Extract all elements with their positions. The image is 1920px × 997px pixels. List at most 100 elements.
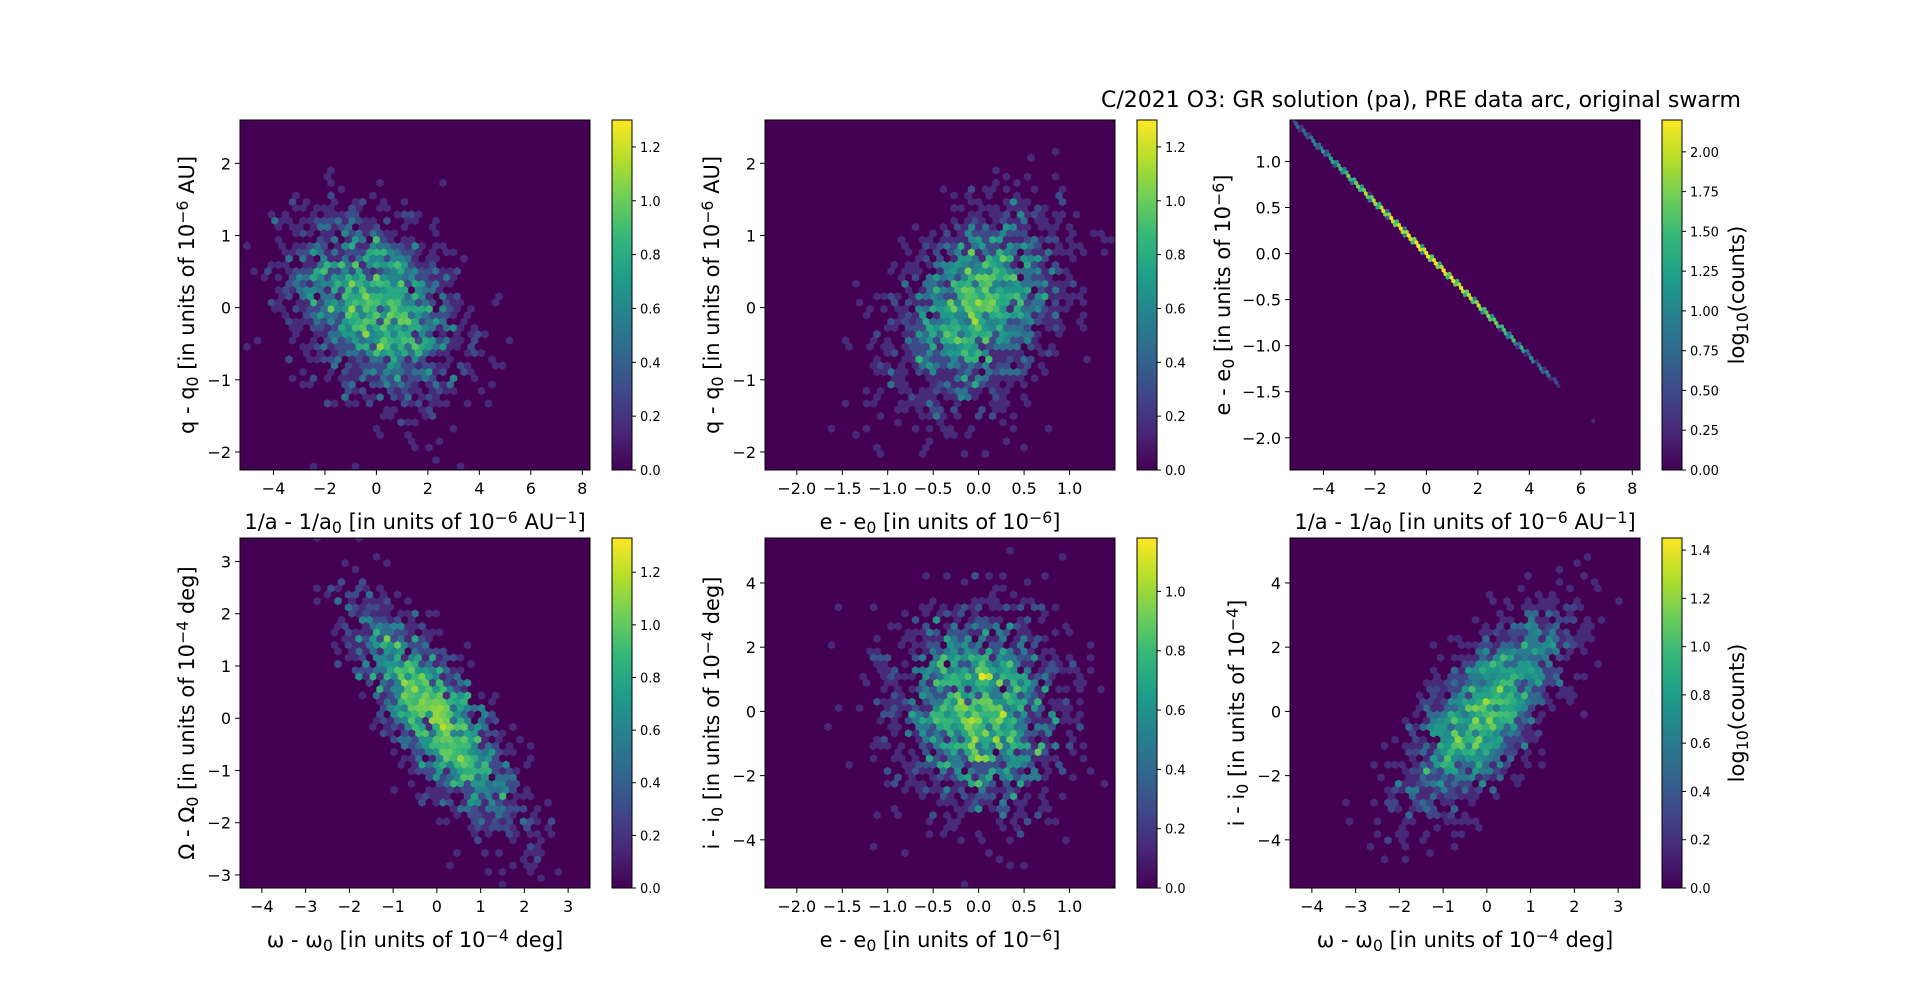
hexbin-cell	[880, 304, 888, 314]
hexbin-cell	[967, 779, 976, 788]
hexbin-cell	[425, 735, 433, 744]
hexbin-cell	[470, 348, 479, 358]
hexbin-cell	[971, 647, 979, 656]
colorbar-tick-label: 1.0	[640, 619, 661, 634]
hexbin-cell	[960, 703, 969, 713]
hexbin-cell	[1531, 697, 1539, 706]
hexbin-cell	[1454, 760, 1462, 769]
hexbin-cell	[1485, 703, 1494, 713]
hexbin-cell	[1013, 342, 1021, 351]
hexbin-cell	[1051, 628, 1060, 637]
hexbin-cell	[967, 729, 976, 738]
hexbin-cell	[1006, 659, 1014, 669]
hexbin-cell	[1548, 376, 1553, 382]
hexbin-cell	[988, 185, 997, 194]
hexbin-cell	[946, 628, 955, 637]
hexbin-cell	[988, 741, 997, 751]
hexbin-cell	[957, 672, 965, 681]
hexbin-cell	[439, 330, 447, 339]
hexbin-cell	[1527, 729, 1536, 738]
hexbin-cell	[981, 653, 990, 662]
hexbin-cell	[932, 640, 941, 650]
hexbin-cell	[449, 311, 458, 320]
hexbin-cell	[995, 210, 1004, 219]
hexbin-cell	[1510, 748, 1518, 757]
hexbin-cell	[1450, 792, 1459, 801]
hexbin-cell	[1041, 773, 1049, 782]
hexbin-cell	[386, 235, 395, 244]
y-axis-label: i - i0 [in units of 10−4 deg]	[698, 577, 727, 850]
hexbin-cell	[981, 235, 990, 244]
hexbin-cell	[376, 622, 384, 631]
hexbin-cell	[474, 722, 482, 732]
hexbin-cell	[299, 229, 307, 238]
hexbin-cell	[1450, 716, 1459, 725]
hexbin-cell	[1580, 672, 1588, 681]
hexbin-cell	[995, 691, 1004, 700]
hexbin-cell	[351, 653, 360, 662]
hexbin-cell	[971, 672, 979, 681]
hexbin-cell	[824, 722, 832, 732]
hexbin-cell	[1454, 735, 1462, 744]
hexbin-cell	[1013, 229, 1021, 238]
hexbin-cell	[372, 691, 381, 700]
hexbin-cell	[1468, 760, 1476, 769]
hexbin-cell	[967, 640, 976, 650]
hexbin-cell	[985, 254, 993, 263]
hexbin-cell	[1034, 672, 1042, 681]
hexbin-cell	[1037, 298, 1046, 307]
hexbin-cell	[435, 716, 444, 725]
hexbin-cell	[484, 716, 493, 725]
hexbin-cell	[999, 405, 1007, 414]
hexbin-cell	[1358, 187, 1362, 193]
hexbin-cell	[1020, 672, 1028, 681]
hexbin-cell	[1027, 153, 1035, 162]
hexbin-cell	[876, 386, 885, 396]
hexbin-cell	[446, 710, 454, 719]
hexbin-cell	[355, 672, 363, 681]
hexbin-cell	[323, 172, 332, 181]
hexbin-cell	[1433, 823, 1441, 832]
hexbin-cell	[974, 386, 983, 396]
hexbin-cell	[1041, 292, 1049, 301]
hexbin-cell	[390, 697, 398, 706]
hexbin-cell	[467, 722, 475, 732]
hexbin-cell	[1083, 355, 1091, 364]
hexbin-cell	[904, 336, 913, 345]
hexbin-cell	[1055, 267, 1063, 276]
hexbin-cell	[1436, 678, 1445, 688]
hexbin-cell	[1541, 653, 1550, 662]
hexbin-cell	[1041, 571, 1049, 580]
hexbin-cell	[1016, 361, 1025, 370]
hexbin-cell	[985, 355, 993, 364]
hexbin-cell	[288, 336, 297, 345]
hexbin-cell	[932, 666, 941, 675]
hexbin-cell	[316, 235, 325, 244]
y-tick-label: 1	[746, 226, 756, 245]
x-tick-label: 1	[476, 897, 486, 916]
hexbin-cell	[922, 685, 930, 694]
hexbin-cell	[467, 367, 475, 377]
hexbin-cell	[386, 323, 395, 333]
hexbin-cell	[960, 311, 969, 320]
hexbin-cell	[1415, 741, 1424, 751]
hexbin-cell	[439, 773, 447, 782]
hexbin-cell	[1440, 760, 1448, 769]
hexbin-cell	[1475, 697, 1483, 706]
hexbin-cell	[383, 685, 391, 694]
hexbin-cell	[1013, 659, 1021, 669]
hexbin-cell	[390, 380, 398, 389]
hexbin-cell	[1517, 722, 1525, 732]
hexbin-cell	[845, 342, 853, 351]
hexbin-cell	[404, 380, 412, 389]
hexbin-cell	[369, 647, 377, 656]
hexbin-cell	[320, 330, 328, 339]
hexbin-cell	[950, 405, 958, 414]
hexbin-cell	[1433, 785, 1441, 795]
hexbin-cell	[1415, 766, 1424, 776]
hexbin-cell	[1492, 628, 1501, 637]
hexbin-cell	[901, 609, 909, 618]
hexbin-cell	[1541, 691, 1550, 700]
hexbin-cell	[953, 411, 962, 421]
hexbin-cell	[435, 628, 444, 637]
